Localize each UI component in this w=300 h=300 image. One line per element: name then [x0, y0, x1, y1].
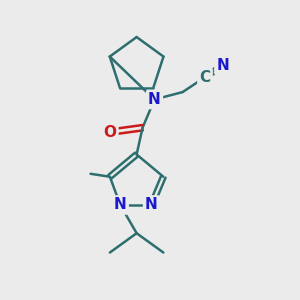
Text: N: N	[114, 197, 127, 212]
Text: N: N	[216, 58, 229, 73]
Text: N: N	[148, 92, 161, 107]
Text: O: O	[103, 125, 116, 140]
Text: C: C	[200, 70, 211, 85]
Text: N: N	[145, 197, 158, 212]
